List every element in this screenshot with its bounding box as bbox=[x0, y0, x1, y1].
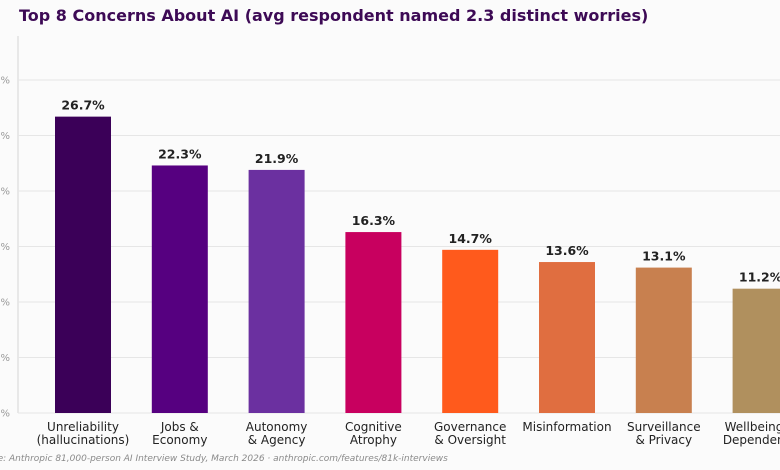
x-tick-label: Governance bbox=[434, 420, 506, 434]
data-label: 21.9% bbox=[255, 151, 299, 166]
x-tick-label: (hallucinations) bbox=[37, 433, 130, 447]
x-tick-label: Cognitive bbox=[345, 420, 402, 434]
y-tick-label: 20% bbox=[0, 187, 10, 198]
x-tick-label: Autonomy bbox=[246, 420, 308, 434]
data-labels: 26.7% 22.3% 21.9% 16.3% 14.7% 13.6% 13.1% 11.2% bbox=[61, 98, 780, 285]
data-label: 14.7% bbox=[449, 231, 493, 246]
data-label: 11.2% bbox=[739, 270, 780, 285]
bar bbox=[732, 288, 780, 413]
y-tick-label: 25% bbox=[0, 131, 10, 142]
data-label: 26.7% bbox=[61, 98, 105, 113]
x-tick-label: Atrophy bbox=[350, 433, 397, 447]
x-axis: Unreliability(hallucinations) Jobs &Econo… bbox=[37, 420, 780, 447]
data-label: 22.3% bbox=[158, 146, 202, 161]
y-tick-label: 5% bbox=[0, 353, 10, 364]
x-tick-label: Wellbeing & bbox=[725, 420, 780, 434]
bars bbox=[55, 116, 780, 413]
bar bbox=[539, 262, 595, 413]
y-tick-label: 10% bbox=[0, 298, 10, 309]
x-tick-label: Surveillance bbox=[627, 420, 701, 434]
x-tick-label: & Privacy bbox=[635, 433, 692, 447]
y-tick-label: 30% bbox=[0, 76, 10, 87]
bar bbox=[635, 267, 692, 413]
y-axis: 0% 5% 10% 15% 20% 25% 30% bbox=[0, 76, 10, 420]
bar bbox=[55, 116, 111, 413]
bar bbox=[248, 169, 305, 413]
x-tick-label: Jobs & bbox=[160, 420, 199, 434]
x-tick-label: Unreliability bbox=[47, 420, 119, 434]
y-tick-label: 15% bbox=[0, 242, 10, 253]
source-note: Source: Anthropic 81,000-person AI Inter… bbox=[0, 454, 448, 464]
x-tick-label: & Agency bbox=[248, 433, 306, 447]
bar bbox=[151, 165, 208, 413]
x-tick-label: & Oversight bbox=[434, 433, 506, 447]
x-tick-label: Misinformation bbox=[522, 420, 611, 434]
y-tick-label: 0% bbox=[0, 409, 10, 420]
bar bbox=[345, 232, 402, 413]
data-label: 13.6% bbox=[545, 243, 589, 258]
data-label: 16.3% bbox=[352, 213, 396, 228]
x-tick-label: Economy bbox=[152, 433, 207, 447]
x-tick-label: Dependency bbox=[723, 433, 780, 447]
chart-title: Top 8 Concerns About AI (avg respondent … bbox=[19, 6, 648, 25]
data-label: 13.1% bbox=[642, 249, 686, 264]
bar bbox=[442, 249, 499, 413]
